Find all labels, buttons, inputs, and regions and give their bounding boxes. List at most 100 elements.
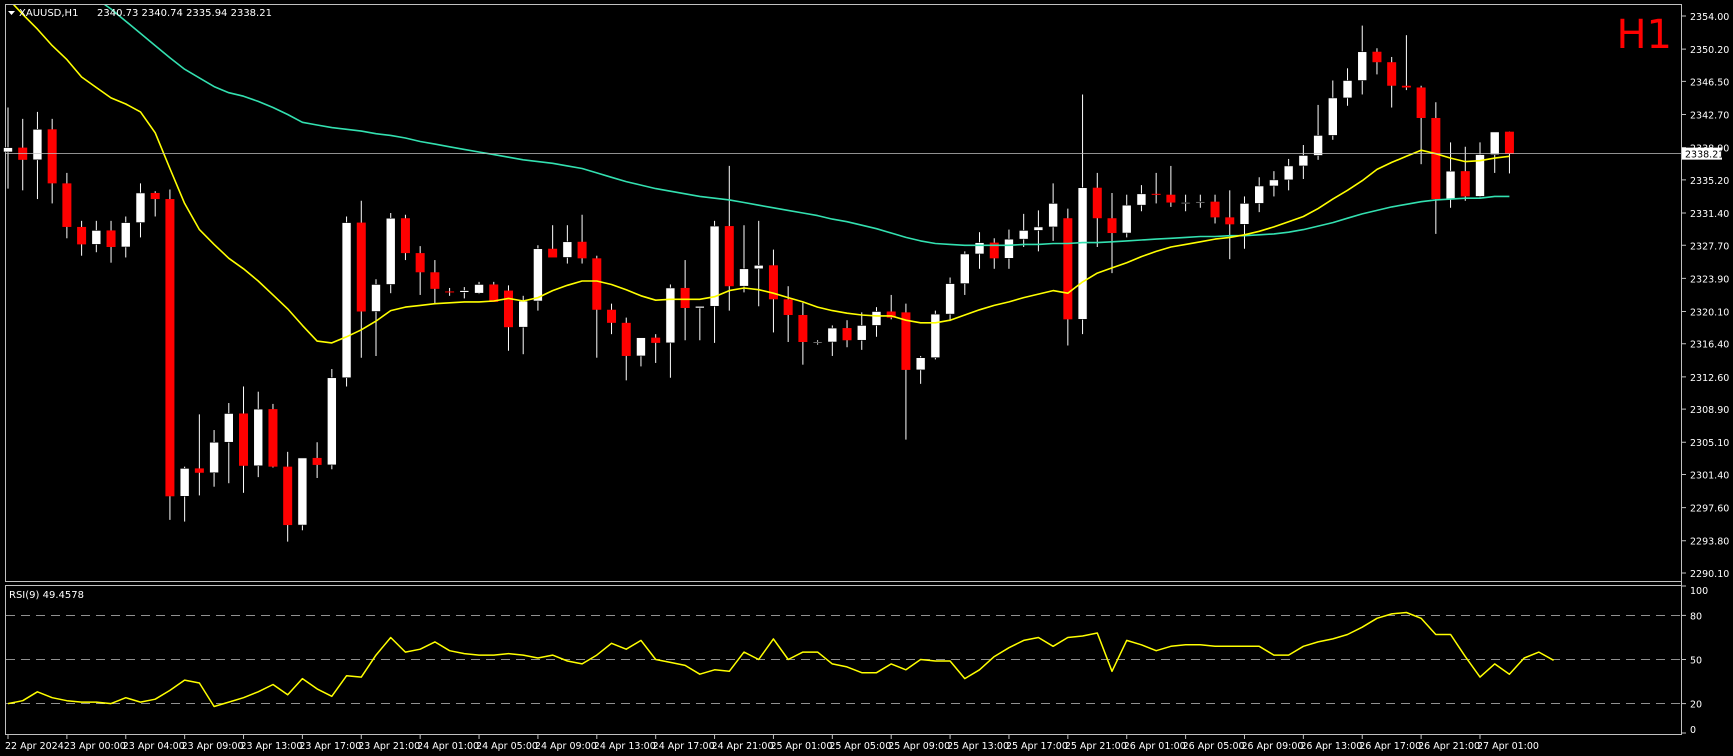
candle-body: [739, 268, 749, 287]
candle: [1401, 35, 1411, 91]
time-tick-label: 23 Apr 04:00: [123, 741, 185, 752]
candle-body: [959, 253, 970, 284]
time-tick-label: 25 Apr 13:00: [947, 741, 1009, 752]
time-tick-label: 24 Apr 05:00: [476, 741, 538, 752]
candle-body: [459, 290, 470, 293]
candle: [341, 216, 352, 387]
candle-body: [341, 222, 352, 379]
candle: [1151, 172, 1161, 204]
candle-body: [753, 264, 764, 270]
candle-body: [1136, 193, 1147, 206]
candle-body: [1401, 85, 1411, 88]
time-tick-label: 26 Apr 01:00: [1124, 741, 1186, 752]
candle-body: [1372, 51, 1382, 63]
candle: [1387, 56, 1397, 108]
candle-body: [827, 327, 838, 343]
rsi-layer: 100 80 50 20 0: [6, 585, 1708, 736]
candle-body: [1313, 135, 1323, 156]
candle-body: [1460, 171, 1470, 197]
candle-body: [1387, 62, 1397, 86]
candle-body: [312, 457, 322, 465]
candle: [297, 457, 308, 531]
candle-body: [209, 441, 219, 474]
price-tick-label: 2327.70: [1690, 241, 1729, 252]
candle: [1180, 194, 1191, 212]
candle: [1018, 213, 1029, 247]
time-tick-label: 27 Apr 01:00: [1477, 741, 1539, 752]
candle-body: [577, 241, 587, 259]
candle: [1357, 25, 1368, 95]
price-tick-label: 2342.70: [1690, 110, 1729, 121]
candle: [1239, 196, 1250, 249]
candle: [607, 303, 617, 335]
time-tick-label: 25 Apr 01:00: [770, 741, 832, 752]
candle-body: [1033, 226, 1044, 231]
rsi-tick-label: 0: [1690, 725, 1696, 736]
timeframe-badge: H1: [1616, 12, 1672, 58]
candle-body: [120, 222, 131, 248]
price-tick-label: 2331.40: [1690, 209, 1729, 220]
candle: [1269, 171, 1279, 197]
rsi-title: RSI(9) 49.4578: [9, 590, 84, 601]
candle-body: [1328, 97, 1338, 136]
candle: [709, 220, 720, 343]
candle: [1195, 194, 1206, 208]
fast-ma-line: [12, 5, 1510, 344]
candle-body: [695, 305, 705, 309]
candle: [989, 238, 999, 269]
candle-body: [77, 226, 87, 245]
candle-body: [356, 222, 366, 312]
candle: [474, 281, 484, 295]
candle: [135, 183, 146, 238]
candle: [680, 260, 690, 341]
candle: [695, 305, 705, 341]
candle-body: [665, 287, 676, 344]
candle-body: [636, 337, 646, 357]
price-tick-label: 2320.10: [1690, 307, 1729, 318]
price-tick-label: 2350.20: [1690, 45, 1729, 56]
candle: [356, 200, 366, 358]
candle: [1166, 165, 1176, 207]
candle: [3, 107, 13, 189]
moving-averages-layer: [12, 5, 1510, 344]
candle-body: [371, 284, 381, 312]
candle: [1298, 145, 1309, 180]
candle-body: [680, 287, 690, 309]
candle: [533, 245, 543, 311]
candle-body: [1298, 155, 1309, 167]
candle: [856, 312, 867, 350]
candle: [1004, 229, 1014, 269]
candle-body: [1269, 179, 1279, 187]
dropdown-triangle-icon[interactable]: [8, 11, 15, 15]
candle-body: [32, 129, 43, 161]
candle-body: [385, 217, 396, 285]
candle-body: [886, 311, 896, 318]
candle: [209, 430, 219, 487]
rsi-tick-label: 80: [1690, 611, 1702, 622]
rsi-tick-label: 20: [1690, 700, 1702, 711]
candle: [1489, 131, 1500, 173]
time-tick-label: 25 Apr 05:00: [829, 741, 891, 752]
candle: [798, 302, 808, 365]
candle: [283, 451, 293, 542]
time-tick-label: 26 Apr 17:00: [1359, 741, 1421, 752]
current-price-label: 2338.21: [1685, 150, 1724, 161]
candle-body: [3, 147, 13, 153]
candle: [930, 310, 941, 360]
candle: [1313, 104, 1323, 160]
rsi-tick-label: 50: [1690, 656, 1702, 667]
candle-body: [945, 283, 955, 315]
candle: [1048, 183, 1058, 241]
candle: [62, 172, 72, 239]
candle: [224, 403, 234, 484]
candle-body: [548, 248, 558, 258]
candle-body: [856, 325, 867, 341]
candle-body: [783, 299, 793, 315]
candle-body: [871, 311, 882, 326]
candle: [445, 287, 455, 296]
candle: [871, 307, 882, 337]
candle: [753, 220, 764, 307]
time-tick-label: 24 Apr 17:00: [653, 741, 715, 752]
